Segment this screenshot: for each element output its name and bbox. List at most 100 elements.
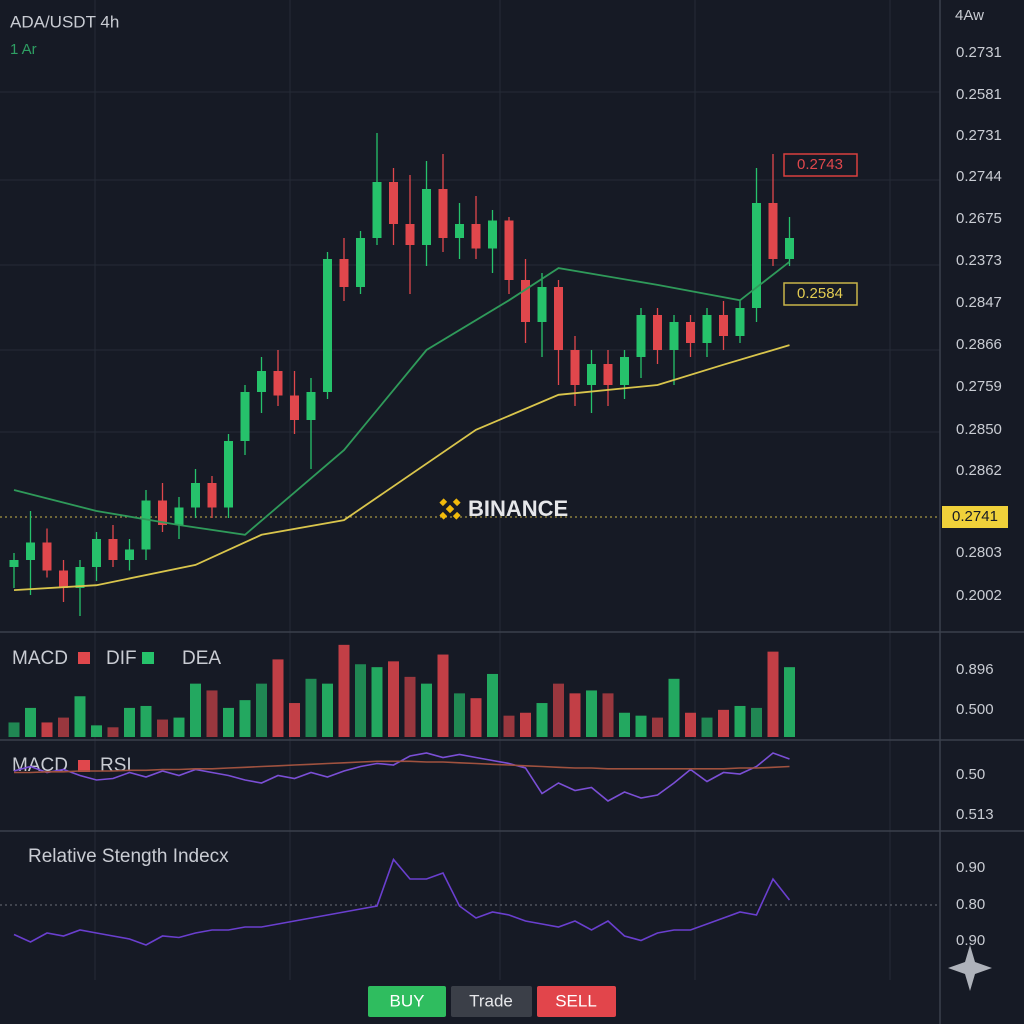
candle-body — [92, 539, 101, 567]
candle-body — [125, 549, 134, 560]
macd-bar — [289, 703, 300, 737]
macd-bar — [239, 700, 251, 737]
candle-body — [257, 371, 266, 392]
candle-body — [141, 500, 151, 550]
price-axis-label: 0.2731 — [956, 44, 1002, 61]
macd-bar — [25, 707, 36, 737]
macd-bar — [619, 712, 630, 737]
rsi-axis-label: 0.513 — [956, 806, 994, 823]
macd-bar — [404, 676, 416, 737]
candle-body — [587, 364, 596, 385]
rsi2-axis-label: 0.90 — [956, 932, 985, 949]
watermark: BINANCE — [439, 496, 568, 521]
candle-body — [620, 357, 629, 385]
macd-bar — [437, 654, 449, 737]
candle-body — [603, 364, 613, 385]
high-tag — [783, 153, 858, 177]
price-axis-label: 0.2850 — [956, 421, 1002, 438]
candle-body — [207, 483, 217, 508]
macd-bar — [536, 703, 548, 737]
candle-body — [768, 203, 778, 259]
grid — [0, 0, 940, 980]
macd-bar — [256, 683, 267, 737]
price-axis-label: 0.2759 — [956, 378, 1002, 395]
macd-bar — [173, 717, 185, 737]
ma-tag-text: 0.2584 — [797, 285, 843, 302]
macd-bar — [487, 673, 498, 737]
moving-average — [13, 344, 790, 591]
candle-body — [75, 567, 85, 588]
macd-bar — [751, 707, 762, 737]
macd-bar — [454, 693, 465, 737]
macd-bar — [421, 683, 432, 737]
candle-body — [306, 392, 316, 420]
candle-body — [356, 238, 365, 287]
candle-body — [42, 542, 52, 571]
candle-body — [422, 189, 431, 245]
candle-body — [785, 238, 794, 259]
candle-body — [339, 259, 349, 287]
macd-bar — [388, 661, 399, 737]
candle-body — [174, 507, 184, 525]
legend-swatch — [142, 652, 154, 664]
sparkle-icon — [948, 945, 992, 991]
candle-body — [290, 395, 299, 420]
macd-bar — [586, 690, 597, 737]
dif-label: DIF — [106, 648, 137, 669]
candle-body — [653, 315, 662, 350]
candle-body — [752, 203, 761, 308]
buy-button[interactable] — [368, 986, 446, 1017]
legend-swatch — [78, 760, 90, 772]
price-axis-label: 0.2675 — [956, 210, 1002, 227]
price-axis-label: 0.2744 — [956, 168, 1002, 185]
candle-body — [702, 315, 712, 343]
sell-button[interactable] — [537, 986, 616, 1017]
rsi2-axis-label: 0.80 — [956, 896, 985, 913]
macd-bar — [338, 644, 350, 737]
candle-body — [521, 280, 530, 322]
macd-bar — [602, 693, 614, 737]
macd-bar — [8, 722, 20, 737]
macd-label: MACD — [12, 648, 68, 669]
price-axis-label: 0.2803 — [956, 544, 1002, 561]
macd-bar — [569, 693, 581, 737]
pair-title: ADA/USDT 4h — [10, 12, 119, 31]
last-tag — [942, 506, 1008, 528]
macd-bar — [322, 683, 333, 737]
macd-bar — [107, 727, 119, 737]
macd-bar — [685, 712, 696, 737]
candle-body — [59, 570, 68, 588]
candle-body — [240, 392, 250, 441]
macd-bar — [272, 659, 284, 737]
rsi-title: Relative Stength Indecx — [28, 846, 229, 867]
price-axis-label: 0.2847 — [956, 294, 1002, 311]
macd-bar — [74, 696, 86, 737]
macd-bar — [734, 705, 746, 737]
macd-bar — [553, 683, 564, 737]
macd-bar — [371, 667, 383, 737]
sell-label: SELL — [555, 991, 597, 1010]
candle-body — [9, 560, 19, 567]
watermark-text: BINANCE — [468, 496, 568, 521]
rsi-line — [14, 760, 790, 774]
rsi-axis-label: 0.50 — [956, 766, 985, 783]
price-axis-label: 0.2373 — [956, 252, 1002, 269]
macd-bar — [520, 712, 531, 737]
candle-body — [438, 189, 448, 238]
candle-body — [570, 350, 580, 385]
buttons: BUY Trade SELL — [368, 986, 616, 1017]
candle-body — [224, 441, 233, 508]
macd-bar — [223, 707, 234, 737]
macd-bar — [157, 719, 168, 737]
trade-button[interactable] — [451, 986, 532, 1017]
candle-body — [372, 182, 382, 238]
candle-body — [405, 224, 415, 245]
candle-body — [537, 287, 547, 322]
dea-label: DEA — [182, 648, 221, 669]
price-axis-label: 0.2581 — [956, 86, 1002, 103]
candle-body — [273, 371, 283, 396]
candle-body — [471, 224, 481, 249]
